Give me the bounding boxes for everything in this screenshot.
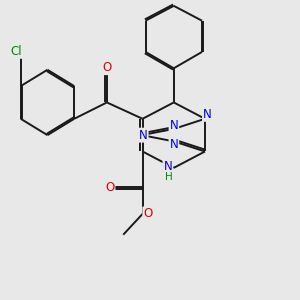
Text: O: O xyxy=(143,207,152,220)
Text: Cl: Cl xyxy=(11,45,22,58)
Text: O: O xyxy=(105,181,115,194)
Text: N: N xyxy=(169,119,178,132)
Text: N: N xyxy=(203,108,212,121)
Text: N: N xyxy=(169,138,178,151)
Text: H: H xyxy=(165,172,173,182)
Text: O: O xyxy=(102,61,112,74)
Text: N: N xyxy=(164,160,172,173)
Text: N: N xyxy=(139,129,148,142)
